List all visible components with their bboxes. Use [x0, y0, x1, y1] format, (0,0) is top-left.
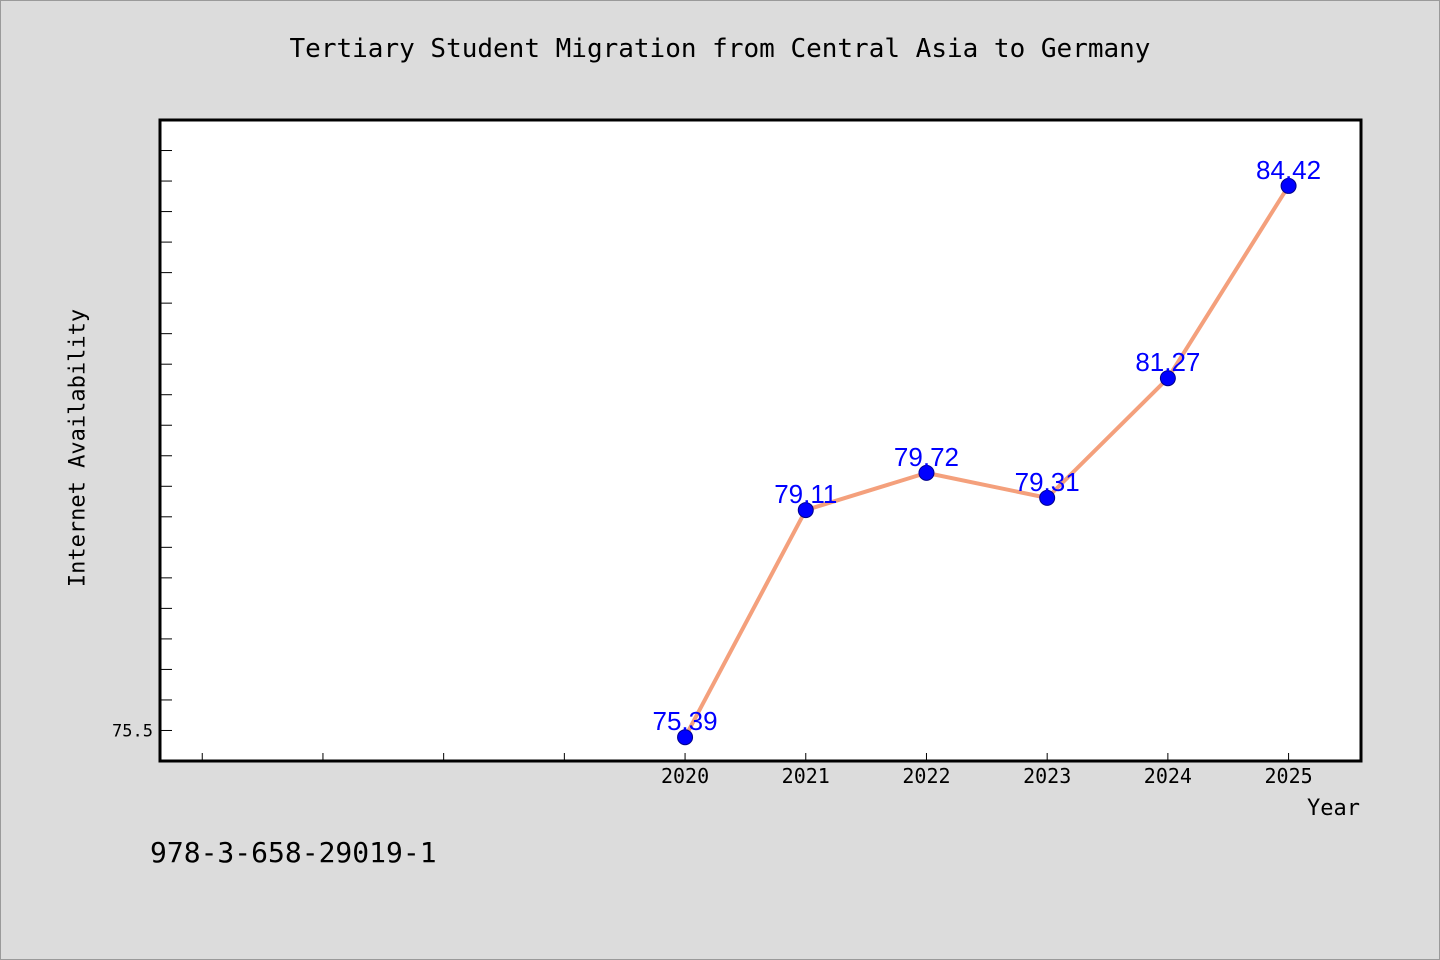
data-markers: [677, 177, 1297, 746]
y-tick-label: 75.5: [112, 721, 153, 741]
x-tick-label: 2024: [1144, 764, 1192, 788]
data-label: 75.39: [653, 706, 718, 736]
y-minor-ticks: [160, 150, 172, 731]
data-point: [1039, 489, 1056, 506]
x-tick-label: 2022: [902, 764, 950, 788]
x-tick-labels: 2020 2021 2022 2023 2024 2025: [661, 764, 1313, 788]
x-tick-label: 2023: [1023, 764, 1071, 788]
data-point: [677, 729, 694, 746]
data-point: [1159, 370, 1176, 387]
data-labels: 75.39 79.11 79.72 79.31 81.27 84.42: [653, 155, 1322, 736]
data-point: [797, 502, 814, 519]
data-label: 79.11: [774, 479, 837, 509]
data-point: [1280, 177, 1297, 194]
data-label: 79.31: [1015, 467, 1080, 497]
y-tick-labels: 75.5: [112, 721, 153, 741]
data-point: [918, 464, 935, 481]
x-tick-label: 2021: [782, 764, 830, 788]
data-label: 81.27: [1135, 347, 1200, 377]
series-line: [683, 184, 1291, 739]
data-label: 84.42: [1256, 155, 1321, 185]
isbn-code: 978-3-658-29019-1: [150, 836, 437, 869]
x-axis-label: Year: [1307, 796, 1360, 821]
x-minor-ticks: [201, 753, 1290, 761]
plot-area: [158, 118, 1363, 763]
x-tick-label: 2020: [661, 764, 709, 788]
data-label: 79.72: [894, 442, 959, 472]
x-tick-label: 2025: [1264, 764, 1312, 788]
chart-title: Tertiary Student Migration from Central …: [289, 34, 1151, 64]
